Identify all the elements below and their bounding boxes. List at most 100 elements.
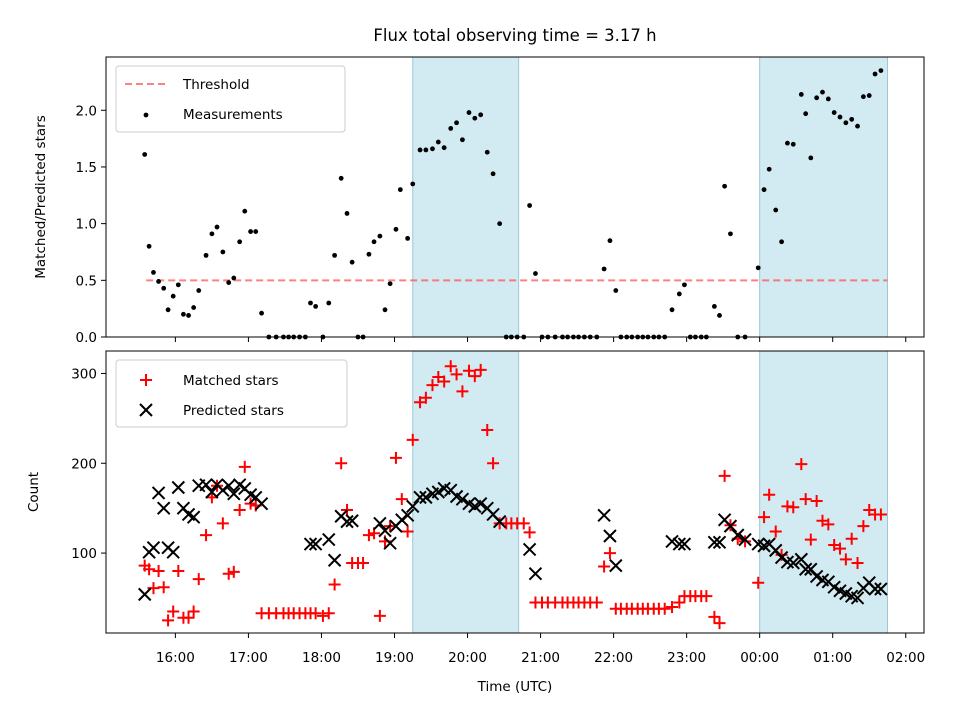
matched-star-marker: [456, 385, 469, 398]
predicted-star-marker: [672, 537, 687, 551]
bottom-legend: Matched stars Predicted stars: [115, 359, 348, 428]
predicted-star-marker: [874, 582, 888, 596]
measurement-point: [338, 175, 344, 181]
x-tick-label: 00:00: [740, 650, 779, 666]
measurement-point: [196, 288, 202, 293]
bottom-shaded-interval-2: [759, 350, 888, 634]
predicted-star-marker: [723, 519, 738, 533]
measurement-point: [423, 147, 429, 153]
x-tick-label: 20:00: [448, 650, 487, 666]
predicted-star-marker: [609, 558, 623, 573]
predicted-star-marker: [406, 499, 420, 514]
x-tick-label: 21:00: [521, 650, 560, 666]
measurement-point: [773, 207, 779, 213]
measurement-point: [332, 252, 338, 258]
legend-matched-label: Matched stars: [183, 373, 279, 389]
measurement-point: [497, 221, 503, 227]
matched-star-marker: [401, 525, 414, 538]
predicted-star-marker: [205, 485, 219, 499]
predicted-star-marker: [340, 514, 354, 529]
matched-star-marker: [763, 488, 776, 501]
predicted-star-marker: [731, 528, 745, 542]
matched-star-marker: [309, 607, 322, 620]
predicted-star-marker: [413, 490, 427, 505]
matched-star-marker: [147, 582, 160, 595]
matched-star-marker: [362, 529, 375, 542]
predicted-star-marker: [151, 486, 166, 500]
top-x-ticks: [174, 337, 907, 342]
legend-measurements-label: Measurements: [183, 107, 283, 123]
matched-star-marker: [238, 460, 251, 473]
measurement-point: [146, 243, 152, 249]
predicted-star-marker: [431, 485, 446, 499]
measurement-point: [613, 288, 619, 293]
bottom-y-tick-label: 100: [71, 546, 97, 562]
matched-star-marker: [200, 529, 213, 542]
top-y-tick-label: 0.0: [76, 330, 97, 346]
matched-star-marker: [481, 424, 494, 437]
matched-star-marker: [799, 493, 812, 506]
measurement-point: [837, 114, 843, 120]
bottom-shaded-intervals: [412, 350, 888, 634]
top-shaded-intervals: [412, 56, 888, 338]
matched-star-marker: [810, 494, 823, 507]
matched-star-marker: [450, 368, 463, 381]
matched-star-marker: [406, 433, 419, 446]
predicted-star-marker: [738, 532, 752, 547]
matched-star-marker: [462, 364, 475, 377]
matched-star-marker: [162, 614, 175, 627]
matched-star-marker: [787, 501, 800, 514]
predicted-star-marker: [798, 562, 813, 576]
top-y-tick-label: 1.0: [76, 217, 97, 233]
predicted-star-marker: [327, 553, 342, 567]
matched-star-marker: [322, 607, 335, 620]
measurement-point: [448, 126, 454, 131]
matched-star-marker: [426, 379, 439, 392]
matched-star-marker: [700, 590, 713, 603]
predicted-star-marker: [522, 542, 537, 557]
measurement-point: [186, 313, 191, 318]
matched-star-marker: [517, 517, 530, 530]
matched-star-marker: [172, 565, 185, 578]
predicted-star-marker: [156, 501, 171, 515]
predicted-star-marker: [308, 537, 323, 551]
measurement-point: [313, 303, 319, 309]
measurement-point: [142, 152, 148, 157]
bottom-legend-box: [115, 359, 348, 428]
matched-star-marker: [227, 565, 240, 578]
matched-star-marker: [834, 542, 847, 555]
bottom-axes-frame: [105, 350, 925, 634]
measurement-point: [248, 229, 254, 234]
matched-star-marker: [357, 556, 370, 569]
matched-star-marker: [845, 532, 858, 545]
predicted-star-marker: [254, 496, 269, 511]
measurement-point: [831, 110, 837, 115]
measurement-point: [209, 231, 215, 237]
measurement-point: [242, 208, 248, 214]
measurement-point: [259, 310, 264, 316]
matched-star-marker: [739, 535, 752, 548]
predicted-star-marker: [373, 516, 387, 531]
measurement-point: [430, 146, 435, 152]
predicted-star-marker: [528, 567, 543, 581]
measurement-point: [237, 239, 243, 245]
measurement-point: [790, 141, 796, 147]
measurement-point: [220, 249, 226, 255]
measurement-point: [808, 155, 814, 161]
measurement-point: [607, 238, 613, 244]
x-tick-label: 02:00: [886, 650, 925, 666]
measurement-point: [711, 303, 717, 309]
measurement-point: [326, 300, 332, 306]
measurement-point: [755, 265, 761, 271]
top-legend: Threshold Measurements: [115, 65, 346, 133]
top-y-axis: 0.0 0.5 1.0 1.5 2.0: [76, 103, 106, 346]
matched-star-marker: [603, 547, 616, 560]
measurement-point: [849, 116, 855, 122]
matched-star-marker: [713, 617, 726, 630]
matched-star-marker: [758, 511, 771, 524]
measurement-point: [843, 120, 849, 126]
measurement-point: [393, 226, 399, 232]
predicted-star-marker: [786, 556, 800, 570]
predicted-legend-swatch: [139, 403, 153, 417]
